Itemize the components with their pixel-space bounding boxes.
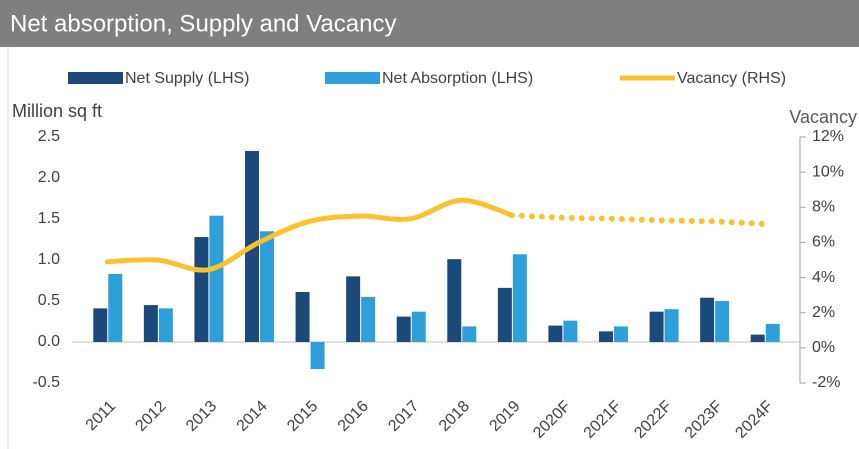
x-tick-label: 2022F [631, 398, 675, 442]
x-tick-label: 2017 [385, 398, 422, 435]
legend-label: Net Absorption (LHS) [382, 70, 533, 87]
bar [260, 231, 274, 342]
y-axis-label: Million sq ft [12, 101, 102, 121]
legend-label: Net Supply (LHS) [125, 70, 250, 87]
x-tick-label: 2020F [530, 398, 574, 442]
bar [310, 342, 325, 370]
bar [143, 305, 158, 342]
legend-label: Vacancy (RHS) [677, 70, 786, 87]
y2-tick-label: 12% [812, 128, 844, 145]
bar [462, 326, 477, 342]
y2-tick-label: -2% [812, 374, 840, 391]
bar [649, 311, 664, 342]
bar [209, 215, 224, 342]
y2-tick-label: 2% [812, 304, 835, 321]
y-tick-label: 1.5 [38, 210, 60, 227]
y2-tick-label: 8% [812, 199, 835, 216]
bar [548, 325, 563, 342]
y-tick-label: 2.0 [38, 169, 60, 186]
y-tick-label: 0.5 [38, 292, 60, 309]
bar [346, 276, 361, 342]
x-tick-label: 2011 [83, 398, 119, 434]
bar [447, 259, 462, 342]
x-tick-label: 2013 [183, 398, 220, 435]
bar [411, 311, 426, 342]
line-forecast [508, 212, 768, 227]
y-tick-label: 2.5 [38, 128, 60, 145]
title-bar [0, 0, 859, 47]
bar [599, 331, 613, 342]
x-tick-label: 2024F [732, 398, 776, 442]
bar [765, 323, 780, 342]
chart-title: Net absorption, Supply and Vacancy [10, 10, 396, 37]
x-tick-label: 2019 [486, 398, 523, 435]
bar [93, 308, 108, 342]
y2-tick-label: 0% [812, 339, 835, 356]
x-tick-label: 2023F [682, 398, 726, 442]
x-tick-label: 2021F [581, 398, 625, 442]
x-tick-label: 2015 [284, 398, 321, 435]
bar [158, 308, 173, 342]
x-tick-label: 2016 [335, 398, 372, 435]
x-tick-label: 2012 [132, 398, 169, 435]
bar [396, 316, 411, 342]
y-tick-label: 1.0 [38, 251, 60, 268]
bar [614, 326, 628, 342]
y-tick-label: -0.5 [32, 374, 60, 391]
y-tick-label: 0.0 [38, 333, 60, 350]
y2-tick-label: 10% [812, 163, 844, 180]
y2-tick-label: 4% [812, 269, 835, 286]
legend-swatch [68, 72, 123, 84]
bar [750, 334, 765, 342]
x-tick-label: 2018 [436, 398, 473, 435]
y2-tick-label: 6% [812, 234, 835, 251]
bar [295, 291, 310, 342]
bar [194, 237, 209, 342]
bar [361, 296, 376, 342]
bar [497, 287, 512, 342]
line [104, 197, 515, 273]
y2-axis-label: Vacancy [789, 107, 857, 127]
bar [108, 273, 123, 342]
legend-swatch [325, 72, 380, 84]
bar [700, 297, 715, 342]
bar [512, 254, 527, 342]
bar [563, 320, 578, 342]
bar [664, 309, 679, 342]
bar [715, 301, 730, 342]
x-tick-label: 2014 [234, 398, 271, 435]
